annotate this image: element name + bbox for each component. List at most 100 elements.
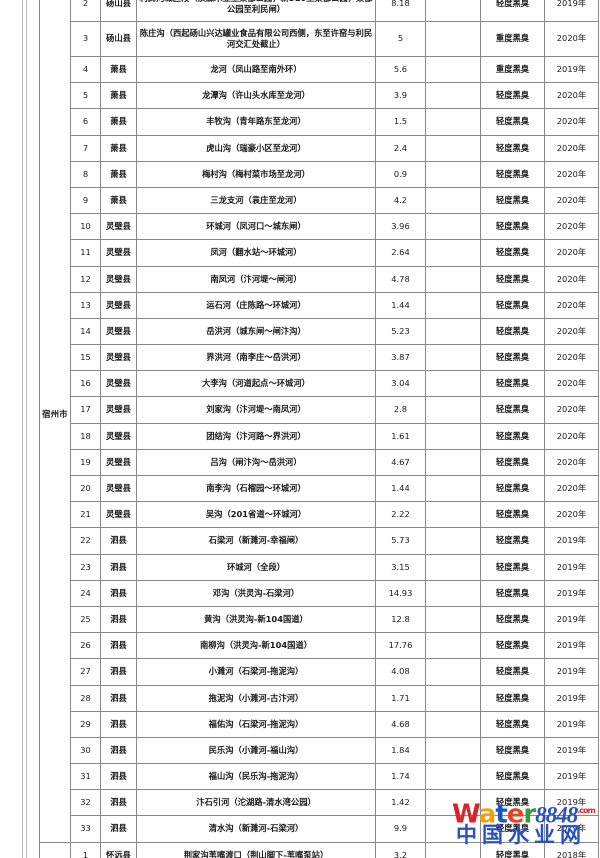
table-cell-year: 2019年 [544,789,599,817]
table-cell-length: 3.04 [375,370,426,398]
table-cell-county: 灵璧县 [100,239,137,267]
table-cell-year: 2020年 [544,396,599,424]
table-cell-area [425,815,481,843]
table-cell-river-name: 福佑沟（石梁河-拖泥沟） [136,710,376,738]
table-row: 8 萧县 梅村沟（梅村菜市场至龙河） 0.9 轻度黑臭 2020年 [40,160,599,188]
table-cell-area [425,684,481,712]
table-row: 20 灵璧县 南李沟（石榴园～环城河） 1.44 轻度黑臭 2020年 [40,474,599,503]
table-cell-county: 灵璧县 [100,474,137,503]
table-cell-city: 蚌埠市 [39,841,71,858]
table-cell-level: 轻度黑臭 [480,710,545,738]
table-cell-river-name: 汴石引河（沱湖路-清水湾公园） [136,789,376,817]
table-cell-river-name: 拖泥沟（小濉河-古汴河） [136,684,376,712]
table-cell-length: 3.87 [375,344,426,372]
table-cell-level: 轻度黑臭 [480,448,545,477]
table-cell-year: 2019年 [544,736,599,765]
table-cell-index: 28 [70,684,101,712]
table-cell-area [425,789,481,817]
table-cell-length: 0.9 [375,160,426,188]
table-cell-area [425,291,481,319]
table-cell-year: 2020年 [544,474,599,503]
table-cell-county: 灵璧县 [100,344,137,372]
table-cell-county: 灵璧县 [100,265,137,293]
table-cell-year: 2019年 [544,55,599,84]
table-row: 25 泗县 黄沟（洪灵沟-新104国道） 12.8 轻度黑臭 2019年 [40,605,599,634]
table-cell-county: 灵璧县 [100,213,137,241]
table-cell-river-name: 小濉河（石梁河-拖泥沟） [136,658,376,686]
table-cell-level: 轻度黑臭 [480,553,545,581]
table-cell-level: 轻度黑臭 [480,213,545,241]
table-cell-length: 8.18 [375,0,426,22]
table-cell-year: 2020年 [544,134,599,162]
table-cell-area [425,474,481,503]
table-row: 22 泗县 石梁河（新濉河-幸福闸） 5.73 轻度黑臭 2019年 [40,527,599,555]
table-cell-county: 泗县 [100,579,137,607]
table-cell-river-name: 陈庄沟（西起砀山兴达罐业食品有限公司西侧，东至许窑与利民河交汇处截止） [136,21,376,57]
table-cell-index: 30 [70,736,101,765]
table-cell-county: 泗县 [100,684,137,712]
table-cell-level: 轻度黑臭 [480,0,545,22]
table-cell-index: 2 [70,0,101,22]
table-cell-river-name: 利民河城区段（汉森木业至梨都公园，新310至梨都公园，梨都公园至利民闸） [136,0,376,22]
table-cell-index: 8 [70,160,101,188]
table-cell-county: 泗县 [100,815,137,843]
table-cell-year: 2019年 [544,632,599,660]
table-cell-level: 轻度黑臭 [480,422,545,450]
table-cell-area [425,108,481,136]
table-cell-area [425,55,481,84]
table-cell-river-name: 界洪河（南李庄～岳洪河） [136,344,376,372]
table-cell-index: 24 [70,579,101,607]
table-cell-area [425,501,481,529]
table-cell-river-name: 梅村沟（梅村菜市场至龙河） [136,160,376,188]
table-cell-length: 1.84 [375,736,426,765]
table-cell-river-name: 大李沟（河道起点～环城河） [136,370,376,398]
table-row: 21 灵璧县 吴沟（201省道～环城河） 2.22 轻度黑臭 2020年 [40,501,599,529]
table-row: 26 泗县 南柳沟（洪灵沟-新104国道） 17.76 轻度黑臭 2019年 [40,632,599,660]
table-cell-length: 4.08 [375,658,426,686]
table-cell-index: 23 [70,553,101,581]
table-cell-index: 17 [70,396,101,424]
table-cell-county: 萧县 [100,134,137,162]
table-cell-length: 4.2 [375,186,426,215]
table-cell-area [425,239,481,267]
table-cell-level: 轻度黑臭 [480,527,545,555]
table-cell-level: 轻度黑臭 [480,736,545,765]
table-cell-length: 12.8 [375,605,426,634]
table-cell-year: 2020年 [544,422,599,450]
table-cell-area [425,21,481,57]
table-cell-level: 轻度黑臭 [480,108,545,136]
table-cell-river-name: 荆家沟苇嘴渡口（荆山脚下-苇嘴泵站） [136,841,376,858]
table-cell-year: 2020年 [544,108,599,136]
table-cell-river-name: 岳洪河（城东闸～闸汴沟） [136,317,376,346]
table-cell-index: 33 [70,815,101,843]
table-cell-index: 1 [70,841,101,858]
table-cell-area [425,553,481,581]
table-cell-county: 泗县 [100,632,137,660]
table-cell-index: 7 [70,134,101,162]
table-cell-index: 21 [70,501,101,529]
table-cell-county: 泗县 [100,605,137,634]
table-cell-index: 19 [70,448,101,477]
table-cell-level: 轻度黑臭 [480,396,545,424]
table-row: 9 萧县 三龙支河（袁庄至龙河） 4.2 轻度黑臭 2020年 [40,186,599,215]
table-cell-county: 灵璧县 [100,422,137,450]
table-row: 11 灵璧县 凤河（翻水站～环城河） 2.64 轻度黑臭 2020年 [40,239,599,267]
table-cell-level: 轻度黑臭 [480,841,545,858]
table-cell-index: 4 [70,55,101,84]
table-cell-index: 11 [70,239,101,267]
table-cell-index: 22 [70,527,101,555]
table-cell-length: 5.23 [375,317,426,346]
table-cell-area [425,317,481,346]
table-cell-county: 泗县 [100,658,137,686]
table-cell-index: 14 [70,317,101,346]
table-cell-year: 2019年 [544,763,599,791]
black-odorous-water-table: 宿州市2砀山县利民河城区段（汉森木业至梨都公园，新310至梨都公园，梨都公园至利… [39,0,599,858]
table-cell-level: 轻度黑臭 [480,605,545,634]
table-cell-level: 轻度黑臭 [480,370,545,398]
table-cell-index: 10 [70,213,101,241]
table-cell-county: 泗县 [100,710,137,738]
table-cell-level: 轻度黑臭 [480,474,545,503]
table-cell-river-name: 龙河（凤山路至南外环） [136,55,376,84]
table-cell-index: 6 [70,108,101,136]
table-body: 宿州市2砀山县利民河城区段（汉森木业至梨都公园，新310至梨都公园，梨都公园至利… [39,0,599,858]
